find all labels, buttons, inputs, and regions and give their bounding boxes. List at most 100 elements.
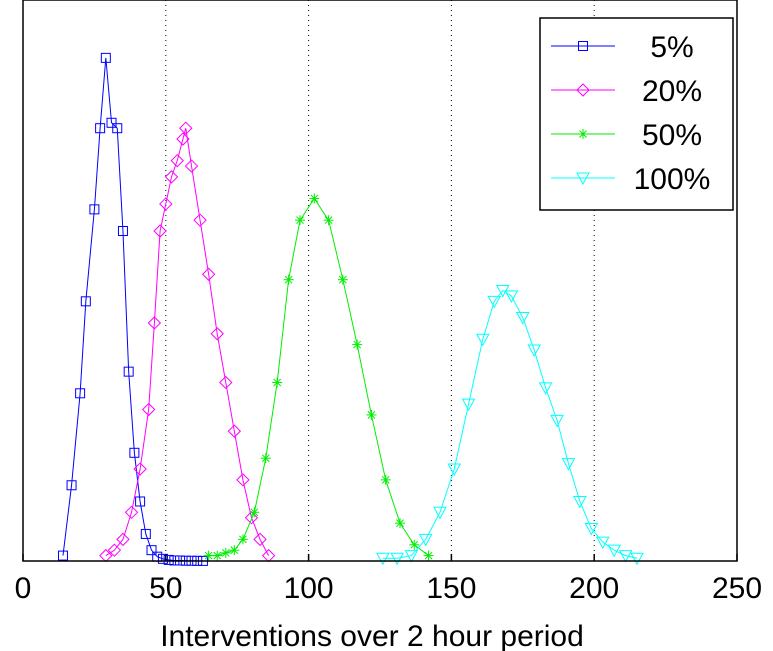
data-point bbox=[352, 339, 363, 350]
data-point bbox=[418, 533, 433, 547]
data-point bbox=[390, 552, 404, 566]
legend-entry: 20% bbox=[551, 75, 702, 108]
data-point bbox=[219, 375, 233, 390]
data-point bbox=[95, 123, 106, 134]
data-point bbox=[80, 296, 91, 307]
data-point bbox=[135, 496, 146, 507]
grid bbox=[165, 0, 595, 561]
data-point bbox=[527, 344, 542, 358]
data-point bbox=[107, 543, 122, 557]
data-point bbox=[227, 424, 242, 438]
data-point bbox=[146, 545, 157, 556]
data-point bbox=[272, 377, 283, 388]
data-point bbox=[249, 507, 260, 518]
data-point bbox=[487, 295, 502, 309]
x-tick-label: 50 bbox=[149, 572, 182, 605]
data-point bbox=[116, 532, 130, 547]
data-point bbox=[573, 495, 587, 509]
data-point bbox=[550, 414, 564, 428]
data-point bbox=[129, 447, 140, 458]
legend-entry: 5% bbox=[551, 31, 694, 64]
data-point bbox=[376, 552, 390, 566]
legend-marker bbox=[576, 172, 590, 186]
data-point bbox=[100, 52, 111, 63]
data-point bbox=[618, 550, 633, 563]
data-point bbox=[447, 463, 462, 477]
data-point bbox=[323, 215, 334, 226]
data-point bbox=[394, 518, 405, 529]
data-point bbox=[504, 290, 519, 303]
data-point bbox=[176, 132, 190, 146]
data-point bbox=[133, 462, 147, 476]
x-ticks: 0 50 100 150 200 250 bbox=[15, 554, 762, 605]
data-point bbox=[117, 225, 128, 236]
x-tick-label: 0 bbox=[15, 572, 32, 605]
data-point bbox=[124, 505, 139, 520]
data-point bbox=[244, 511, 259, 525]
data-point bbox=[595, 536, 610, 550]
data-point bbox=[170, 153, 184, 168]
data-point bbox=[112, 123, 123, 134]
data-point bbox=[584, 523, 599, 536]
legend-label: 20% bbox=[642, 75, 702, 108]
legend-entry: 50% bbox=[551, 119, 702, 152]
legend-marker bbox=[576, 83, 590, 97]
data-point bbox=[475, 333, 490, 347]
data-point bbox=[630, 552, 644, 566]
data-point bbox=[66, 480, 77, 491]
data-point bbox=[220, 547, 231, 558]
data-point bbox=[123, 366, 134, 377]
data-point bbox=[106, 117, 117, 128]
data-point bbox=[179, 121, 193, 135]
legend-marker bbox=[578, 129, 588, 139]
data-point bbox=[515, 312, 530, 325]
series-2 bbox=[203, 193, 434, 561]
plot-frame bbox=[22, 0, 738, 562]
data-point bbox=[295, 215, 306, 226]
data-point bbox=[157, 553, 168, 564]
data-point bbox=[193, 213, 207, 227]
data-point bbox=[140, 528, 151, 539]
data-point bbox=[366, 409, 377, 420]
series-line bbox=[382, 289, 638, 559]
data-point bbox=[210, 327, 224, 341]
data-point bbox=[404, 550, 419, 563]
data-point bbox=[260, 453, 271, 464]
legend-label: 50% bbox=[642, 119, 702, 152]
data-point bbox=[184, 159, 199, 173]
data-point bbox=[607, 544, 622, 558]
data-point bbox=[201, 267, 216, 281]
data-point bbox=[237, 534, 248, 545]
data-point bbox=[538, 382, 553, 395]
data-point bbox=[337, 274, 348, 285]
series-line bbox=[105, 128, 270, 557]
data-point bbox=[141, 402, 156, 417]
x-tick-label: 250 bbox=[712, 572, 762, 605]
data-point bbox=[153, 224, 167, 238]
data-point bbox=[423, 550, 434, 561]
legend-label: 5% bbox=[650, 31, 693, 64]
legend-entry: 100% bbox=[551, 163, 710, 196]
data-point bbox=[229, 545, 240, 556]
data-point bbox=[212, 550, 223, 561]
data-point bbox=[236, 473, 250, 487]
data-point bbox=[409, 539, 420, 550]
legend-marker bbox=[578, 41, 588, 51]
data-point bbox=[147, 316, 162, 330]
data-point bbox=[159, 197, 173, 211]
data-point bbox=[75, 388, 86, 399]
x-tick-label: 100 bbox=[284, 572, 334, 605]
data-point bbox=[164, 170, 179, 184]
legend: 5% 20% 50% 100% bbox=[539, 17, 734, 211]
data-point bbox=[461, 398, 476, 412]
data-point bbox=[89, 204, 100, 215]
data-point bbox=[561, 458, 576, 471]
data-point bbox=[283, 274, 294, 285]
legend-label: 100% bbox=[634, 163, 711, 196]
data-point bbox=[309, 193, 320, 204]
data-point bbox=[57, 550, 68, 561]
series-3 bbox=[376, 285, 644, 566]
x-tick-label: 150 bbox=[426, 572, 476, 605]
x-axis-label: Interventions over 2 hour period bbox=[160, 620, 584, 651]
